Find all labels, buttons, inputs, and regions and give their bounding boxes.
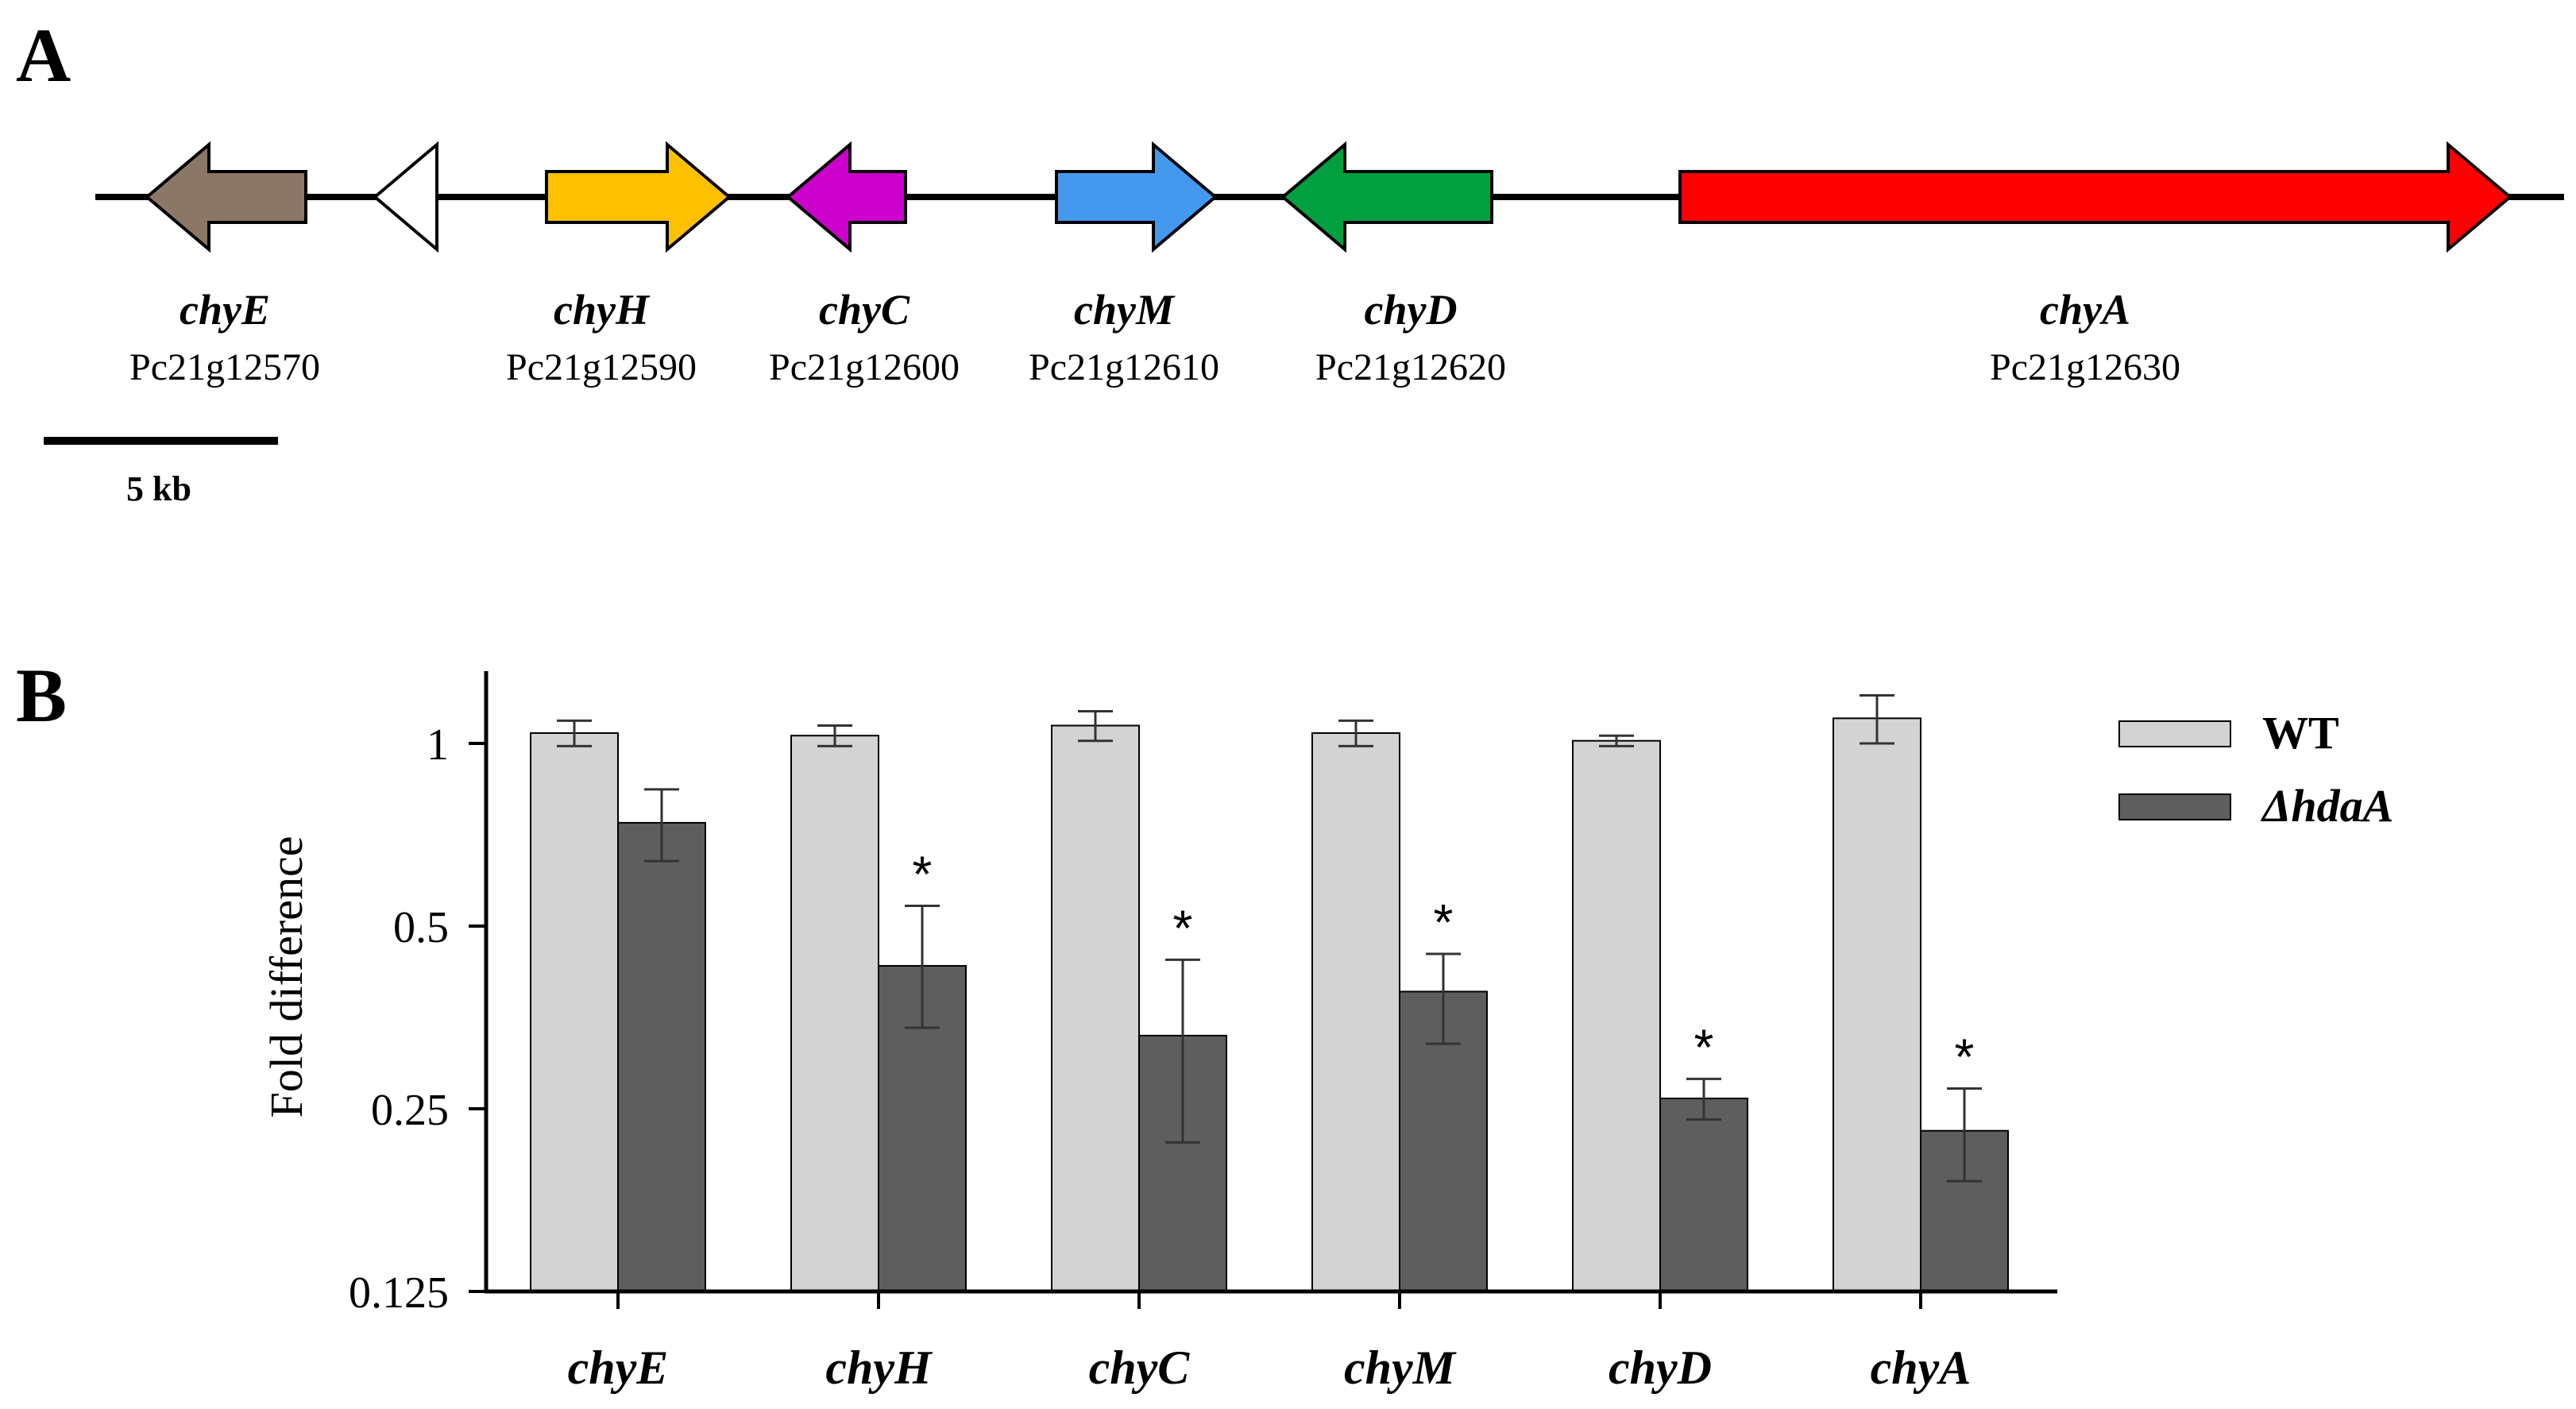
- x-tick-label-chyd: chyD: [1609, 1341, 1712, 1394]
- gene-id-chye: Pc21g12570: [129, 346, 320, 388]
- y-tick-label: 0.125: [349, 1268, 449, 1318]
- significance-star-chyd: *: [1694, 1018, 1714, 1075]
- legend-swatch-hdaa: [2118, 793, 2231, 820]
- gene-arrow-chye: [144, 141, 307, 253]
- error-bar-hdaa-chya: [1947, 1087, 1982, 1183]
- x-tick-label-chym: chyM: [1344, 1341, 1458, 1394]
- panel-a-label: A: [16, 13, 71, 98]
- gene-arrow-unnamed: [372, 141, 438, 253]
- significance-star-chyc: *: [1173, 899, 1193, 956]
- legend-label-wt: WT: [2262, 707, 2339, 759]
- scale-bar-label: 5 kb: [126, 469, 191, 508]
- gene-arrow-chyd: [1280, 141, 1493, 253]
- gene-name-chyh: chyH: [554, 286, 651, 334]
- bars-layer: [530, 717, 2009, 1293]
- bar-wt-chyc: [1051, 724, 1140, 1292]
- legend-swatch-wt: [2118, 720, 2231, 747]
- error-bar-wt-chye: [557, 719, 592, 747]
- x-tick-label-chyc: chyC: [1089, 1341, 1191, 1394]
- gene-labels: chyE Pc21g12570 chyH Pc21g12590 chyC Pc21g126…: [129, 286, 2180, 388]
- x-ticks: chyE chyH chyC chyM chyD chyA: [568, 1291, 1972, 1394]
- gene-name-chyc: chyC: [819, 286, 910, 334]
- bar-wt-chye: [530, 732, 619, 1292]
- legend: WT ΔhdaA: [2118, 707, 2393, 832]
- error-bar-hdaa-chyd: [1686, 1077, 1721, 1121]
- bar-hdaa-chye: [617, 821, 706, 1292]
- panel-b-label: B: [16, 653, 67, 738]
- error-bar-hdaa-chye: [644, 788, 679, 863]
- bar-wt-chyd: [1572, 739, 1661, 1292]
- x-tick-label-chya: chyA: [1871, 1341, 1972, 1394]
- y-ticks: 0.125 0.25 0.5 1: [349, 720, 486, 1318]
- gene-id-chyd: Pc21g12620: [1315, 346, 1506, 388]
- bar-wt-chym: [1311, 732, 1400, 1292]
- legend-label-hdaa: ΔhdaA: [2261, 780, 2393, 832]
- error-bars-layer: [557, 694, 1982, 1183]
- gene-id-chyc: Pc21g12600: [769, 346, 960, 388]
- bar-wt-chya: [1833, 717, 1921, 1292]
- gene-arrow-chym: [1055, 141, 1218, 253]
- gene-id-chyh: Pc21g12590: [506, 346, 697, 388]
- gene-name-chyd: chyD: [1365, 286, 1458, 334]
- significance-star-chya: *: [1955, 1028, 1975, 1085]
- error-bar-wt-chyd: [1599, 734, 1634, 747]
- error-bar-hdaa-chyc: [1165, 958, 1200, 1144]
- gene-name-chye: chyE: [180, 286, 270, 334]
- gene-arrow-chyh: [545, 141, 732, 253]
- gene-name-chya: chyA: [2040, 286, 2130, 334]
- error-bar-wt-chyh: [817, 724, 852, 747]
- y-axis-title: Fold difference: [261, 836, 312, 1118]
- error-bar-hdaa-chym: [1426, 952, 1461, 1045]
- gene-name-chym: chyM: [1074, 286, 1176, 334]
- gene-id-chya: Pc21g12630: [1990, 346, 2180, 388]
- y-tick-label: 1: [427, 720, 449, 770]
- significance-star-chyh: *: [913, 845, 933, 902]
- error-bar-wt-chyc: [1078, 709, 1113, 743]
- bar-hdaa-chyd: [1659, 1097, 1748, 1293]
- bar-chart: * * * * * 0.125 0.25 0.5 1 chyE chyH chyC chyM chyD…: [261, 671, 2393, 1394]
- x-tick-label-chyh: chyH: [825, 1341, 933, 1394]
- significance-marks: * * * * *: [913, 845, 1975, 1085]
- significance-star-chym: *: [1434, 894, 1454, 951]
- error-bar-wt-chym: [1338, 719, 1373, 747]
- y-tick-label: 0.5: [393, 903, 449, 952]
- gene-arrow-chya: [1678, 141, 2513, 253]
- error-bar-wt-chya: [1860, 694, 1894, 745]
- gene-arrow-chyc: [785, 141, 907, 253]
- x-tick-label-chye: chyE: [568, 1341, 669, 1394]
- bar-wt-chyh: [790, 735, 879, 1292]
- gene-arrows: [144, 141, 2513, 253]
- y-tick-label: 0.25: [371, 1086, 449, 1135]
- error-bar-hdaa-chyh: [905, 904, 940, 1029]
- gene-id-chym: Pc21g12610: [1029, 346, 1219, 388]
